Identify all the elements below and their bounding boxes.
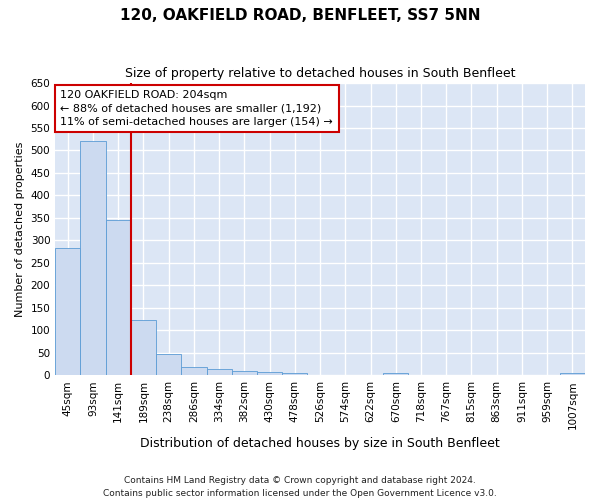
X-axis label: Distribution of detached houses by size in South Benfleet: Distribution of detached houses by size …	[140, 437, 500, 450]
Text: 120 OAKFIELD ROAD: 204sqm
← 88% of detached houses are smaller (1,192)
11% of se: 120 OAKFIELD ROAD: 204sqm ← 88% of detac…	[61, 90, 333, 127]
Y-axis label: Number of detached properties: Number of detached properties	[15, 142, 25, 317]
Text: 120, OAKFIELD ROAD, BENFLEET, SS7 5NN: 120, OAKFIELD ROAD, BENFLEET, SS7 5NN	[120, 8, 480, 22]
Bar	[383, 373, 409, 376]
Bar	[560, 373, 585, 376]
Title: Size of property relative to detached houses in South Benfleet: Size of property relative to detached ho…	[125, 68, 515, 80]
Bar	[232, 372, 257, 376]
Bar	[206, 370, 232, 376]
Bar	[55, 248, 80, 376]
Bar	[106, 220, 131, 376]
Bar	[282, 373, 307, 376]
Bar	[181, 367, 206, 376]
Bar	[257, 372, 282, 376]
Text: Contains HM Land Registry data © Crown copyright and database right 2024.
Contai: Contains HM Land Registry data © Crown c…	[103, 476, 497, 498]
Bar	[156, 354, 181, 376]
Bar	[131, 320, 156, 376]
Bar	[80, 140, 106, 376]
